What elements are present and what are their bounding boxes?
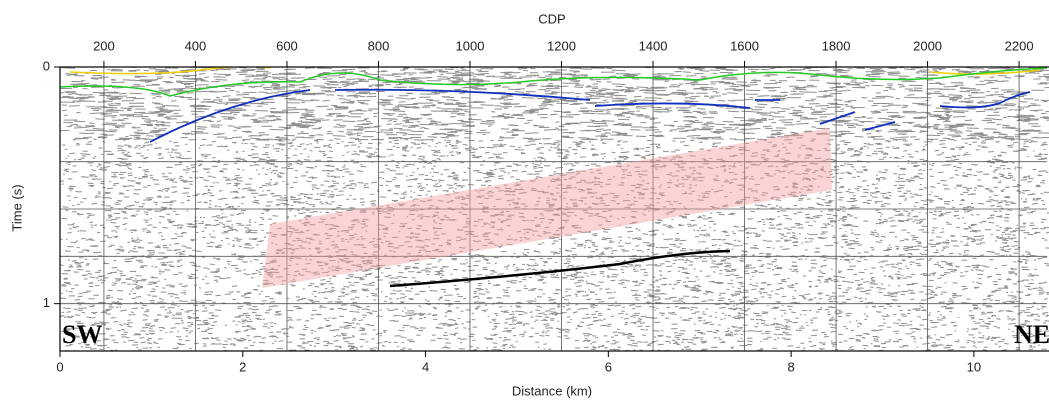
x-tick-label: 8 <box>787 359 794 374</box>
horizon-black <box>389 249 731 288</box>
top-axis-title: CDP <box>538 11 565 26</box>
x-tick-label: 0 <box>56 359 63 374</box>
x2-tick-label: 1600 <box>730 38 759 53</box>
grid <box>60 67 1047 351</box>
y-axis-title: Time (s) <box>9 184 24 231</box>
horizon-blue <box>149 88 1031 143</box>
x2-tick-label: 2200 <box>1005 38 1034 53</box>
x2-tick-label: 600 <box>276 38 298 53</box>
x2-tick-label: 1400 <box>639 38 668 53</box>
x2-tick-label: 2000 <box>913 38 942 53</box>
horizon-yellow <box>69 67 1041 75</box>
y-tick-label: 0 <box>43 58 50 73</box>
y-tick-label: 1 <box>43 295 50 310</box>
x-axis-title: Distance (km) <box>512 383 592 398</box>
x-tick-label: 4 <box>422 359 429 374</box>
x-tick-label: 6 <box>605 359 612 374</box>
x-tick-label: 2 <box>239 359 246 374</box>
x2-tick-label: 1200 <box>547 38 576 53</box>
x2-tick-label: 1000 <box>456 38 485 53</box>
plot-frame <box>59 66 1049 352</box>
x2-tick-label: 400 <box>185 38 207 53</box>
x2-tick-label: 1800 <box>822 38 851 53</box>
x2-tick-label: 800 <box>368 38 390 53</box>
horizon-green <box>60 67 1048 97</box>
annotation-ne: NE <box>1014 320 1049 349</box>
highlight-band <box>262 128 832 288</box>
annotation-sw: SW <box>62 320 102 349</box>
interpretation <box>60 67 1048 288</box>
x2-tick-label: 200 <box>93 38 115 53</box>
x-tick-label: 10 <box>967 359 981 374</box>
